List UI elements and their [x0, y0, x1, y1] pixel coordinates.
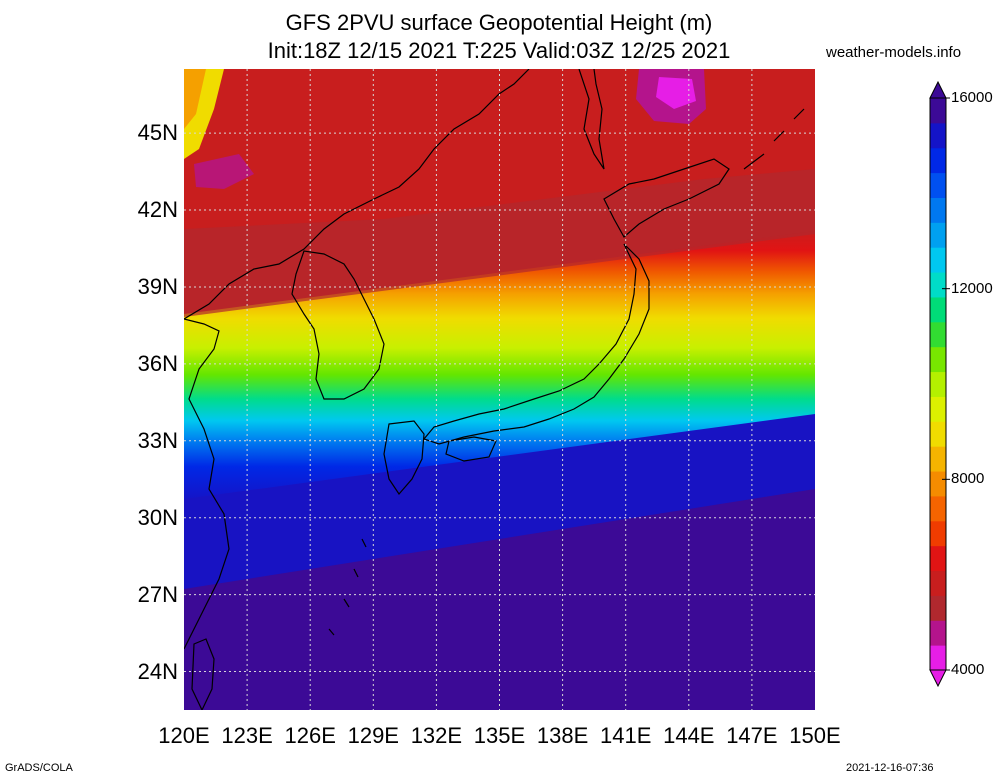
lon-tick-label: 138E	[536, 723, 589, 748]
colorbar-cell	[930, 421, 946, 447]
geopotential-height-map	[184, 69, 815, 710]
lon-tick-label: 147E	[726, 723, 778, 748]
lat-tick-label: 42N	[137, 197, 178, 223]
lat-tick-label: 27N	[137, 581, 178, 607]
colorbar-cell	[930, 122, 946, 149]
colorbar-cell	[930, 197, 946, 223]
colorbar-max-arrow	[929, 80, 947, 99]
lon-tick-label: 141E	[599, 723, 652, 748]
colorbar-tick-label: 8000	[951, 470, 985, 488]
lon-tick-label: 120E	[158, 723, 210, 748]
colorbar-min-arrow	[929, 669, 947, 688]
colorbar-cell	[930, 570, 946, 596]
colorbar-cell	[930, 446, 946, 472]
colorbar-cell	[930, 222, 946, 248]
lon-tick-label: 132E	[410, 723, 463, 748]
lon-tick-label: 123E	[221, 723, 273, 748]
colorbar-cell	[930, 98, 946, 124]
colorbar-cell	[930, 247, 946, 273]
site-credit: weather-models.info	[826, 44, 962, 61]
lat-tick-label: 24N	[137, 658, 178, 684]
colorbar-cell	[930, 545, 946, 572]
lon-tick-label: 129E	[347, 723, 399, 748]
colorbar-cell	[930, 620, 946, 646]
lat-tick-label: 45N	[137, 120, 178, 146]
lat-tick-label: 33N	[137, 427, 178, 453]
lon-tick-label: 150E	[789, 723, 841, 748]
footer-timestamp: 2021-12-16-07:36	[846, 762, 934, 774]
colorbar-tick-label: 16000	[951, 89, 993, 106]
footer-credit: GrADS/COLA	[5, 762, 73, 774]
colorbar-cell	[930, 272, 946, 298]
colorbar-cell	[930, 645, 946, 671]
colorbar-cell	[930, 346, 946, 373]
colorbar-tick-label: 12000	[951, 279, 993, 297]
lon-tick-label: 144E	[663, 723, 715, 748]
colorbar-cell	[930, 396, 946, 422]
colorbar-tick-label: 4000	[951, 661, 985, 678]
colorbar-cell	[930, 147, 946, 174]
lon-tick-label: 126E	[284, 723, 336, 748]
colorbar-cell	[930, 172, 946, 198]
lat-tick-label: 30N	[137, 504, 178, 530]
coastlines	[184, 69, 805, 710]
graticule	[184, 69, 815, 710]
lon-tick-label: 135E	[473, 723, 526, 748]
colorbar-cell	[930, 321, 946, 348]
colorbar-cell	[930, 520, 946, 547]
lat-tick-label: 36N	[137, 350, 178, 376]
map-panel	[184, 69, 815, 710]
colorbar-cell	[930, 595, 946, 621]
colorbar-cell	[930, 371, 946, 397]
lat-tick-label: 39N	[137, 273, 178, 299]
map-subtitle: Init:18Z 12/15 2021 T:225 Valid:03Z 12/2…	[267, 38, 731, 63]
colorbar-cell	[930, 495, 946, 522]
colorbar-cell	[930, 296, 946, 323]
map-title: GFS 2PVU surface Geopotential Height (m)	[285, 10, 713, 35]
colorbar	[929, 80, 950, 688]
colorbar-cell	[930, 471, 946, 497]
